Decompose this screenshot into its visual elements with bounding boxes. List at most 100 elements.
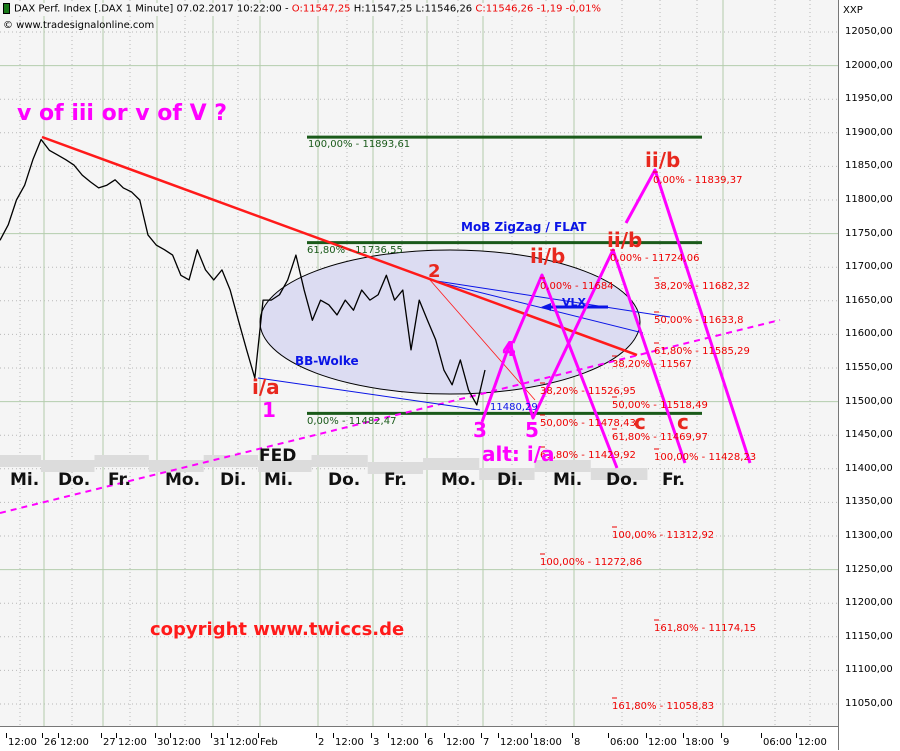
y-tick-label: 11700,00 [845, 261, 893, 273]
wave-label-red: c [677, 410, 689, 434]
y-tick-label: 11950,00 [845, 93, 893, 105]
source-credit: © www.tradesignalonline.com [3, 20, 155, 31]
x-tick-label: 12:00 [116, 733, 147, 748]
green-bar-icon [3, 3, 10, 14]
wave-label-red: ii/b [645, 148, 681, 172]
x-tick-label: 6 [424, 733, 434, 748]
y-tick-label: 11900,00 [845, 126, 893, 138]
fib-red-label: 100,00% - 11312,92 [612, 530, 715, 541]
copyright-text: copyright www.twiccs.de [150, 619, 405, 640]
blue-fan-line [429, 279, 644, 334]
weekday-label: Fr. [662, 470, 685, 490]
mob-label: MoB ZigZag / FLAT [461, 220, 587, 234]
wave-label-red: ii/b [607, 228, 643, 252]
session-band [203, 455, 259, 467]
session-band [41, 460, 95, 472]
wave-path [624, 168, 752, 464]
wave-path [480, 248, 687, 464]
session-band [94, 455, 149, 467]
x-tick-label: 7 [480, 733, 490, 748]
fib-red-label: 50,00% - 11518,49 [612, 400, 708, 411]
x-tick-label: 9 [720, 733, 730, 748]
x-tick-label: 26 [42, 733, 57, 748]
y-tick-label: 11800,00 [845, 194, 893, 205]
weekday-label: Do. [328, 470, 361, 490]
fib-green-label: 0,00% - 11482,47 [307, 416, 397, 427]
session-band [311, 455, 368, 467]
chart-plot-area[interactable]: DAX Perf. Index [.DAX 1 Minute] 07.02.20… [0, 0, 838, 726]
y-tick-label: 11850,00 [845, 160, 893, 172]
weekday-label: Di. [220, 470, 247, 490]
price-axis[interactable]: XXP 12050,00 12000,00 11950,00 11900,00 1185… [838, 0, 900, 750]
y-tick-label: 11350,00 [845, 496, 893, 508]
y-tick-label: 11300,00 [845, 530, 893, 541]
x-tick-label: 18:00 [683, 733, 714, 748]
fib-green-label: 61,80% - 11736,55 [307, 245, 403, 256]
weekday-label: Mi. [264, 470, 294, 490]
session-band [148, 460, 204, 472]
vlx-arrow-icon [541, 303, 551, 311]
fed-label: FED [259, 446, 297, 466]
bb-wolke-label: BB-Wolke [295, 354, 359, 368]
x-tick-label: 12:00 [333, 733, 364, 748]
low-value-label: 11480,29 [490, 402, 538, 413]
high-low-values: H:11547,25 L:11546,26 [350, 3, 476, 15]
chart-header: DAX Perf. Index [.DAX 1 Minute] 07.02.20… [3, 3, 602, 16]
x-tick-label: 12:00 [170, 733, 201, 748]
fib-red-label: 61,80% - 11469,97 [612, 432, 708, 443]
session-band [479, 468, 535, 480]
y-tick-label: 11200,00 [845, 597, 893, 609]
session-band [534, 460, 591, 472]
y-tick-label: 11400,00 [845, 462, 893, 474]
fib-red-label: 100,00% - 11272,86 [540, 557, 643, 568]
wave-label-magenta: 3 [473, 418, 487, 442]
y-tick-label: 11600,00 [845, 328, 893, 340]
session-band [590, 468, 648, 480]
fib-red-label: 161,80% - 11174,15 [654, 623, 757, 634]
x-tick-label: 30 [155, 733, 170, 748]
fib-red-label: 38,20% - 11682,32 [654, 281, 750, 292]
y-tick-label: 11550,00 [845, 362, 893, 373]
wave-label-magenta: 1 [262, 398, 276, 422]
weekday-label: Mo. [441, 470, 477, 490]
price-line [0, 138, 486, 406]
session-band [367, 462, 424, 474]
fib-red-label: 61,80% - 11429,92 [540, 450, 636, 461]
open-value: O:11547,25 [291, 3, 351, 15]
red-trend-line [41, 135, 638, 357]
x-tick-label: 8 [571, 733, 581, 748]
y-tick-label: 11250,00 [845, 563, 893, 575]
session-band [258, 460, 312, 472]
wave-label-magenta: 4 [502, 337, 516, 361]
x-tick-label: 31 [211, 733, 226, 748]
fib-red-label: 61,80% - 11585,29 [654, 346, 750, 357]
session-band [0, 455, 42, 467]
wave-label-magenta: 2 [428, 261, 441, 282]
instrument-info: DAX Perf. Index [.DAX 1 Minute] 07.02.20… [14, 3, 292, 15]
y-tick-label: 11050,00 [845, 698, 893, 709]
wave-label-red: ii/b [530, 244, 566, 268]
x-tick-label: 12:00 [498, 733, 529, 748]
y-tick-label: 11500,00 [845, 395, 893, 407]
x-tick-label: 12:00 [444, 733, 475, 748]
red-thin-line [429, 279, 536, 401]
fib-red-label: 0,00% - 11724,06 [610, 253, 700, 264]
axis-unit: XXP [843, 5, 863, 16]
x-tick-label: 12:00 [646, 733, 677, 748]
bb-cloud-ellipse [259, 249, 641, 395]
weekday-label: Mi. [553, 470, 583, 490]
x-tick-label: 18:00 [531, 733, 562, 748]
y-tick-label: 11100,00 [845, 664, 893, 676]
time-axis[interactable]: 12:00 26 12:00 27 12:00 30 12:00 31 12:00 Feb 2 12:… [0, 726, 838, 751]
fib-green-label: 100,00% - 11893,61 [308, 139, 411, 150]
x-tick-label: 12:00 [388, 733, 419, 748]
x-tick-label: 12:00 [796, 733, 827, 748]
y-tick-label: 11150,00 [845, 630, 893, 642]
y-tick-label: 11650,00 [845, 294, 893, 306]
y-tick-label: 12050,00 [845, 26, 893, 37]
weekday-label: Mi. [10, 470, 40, 490]
weekday-label: Fr. [384, 470, 407, 490]
fib-red-label: 161,80% - 11058,83 [612, 701, 715, 712]
session-band [423, 458, 480, 470]
wave-path [511, 273, 619, 469]
